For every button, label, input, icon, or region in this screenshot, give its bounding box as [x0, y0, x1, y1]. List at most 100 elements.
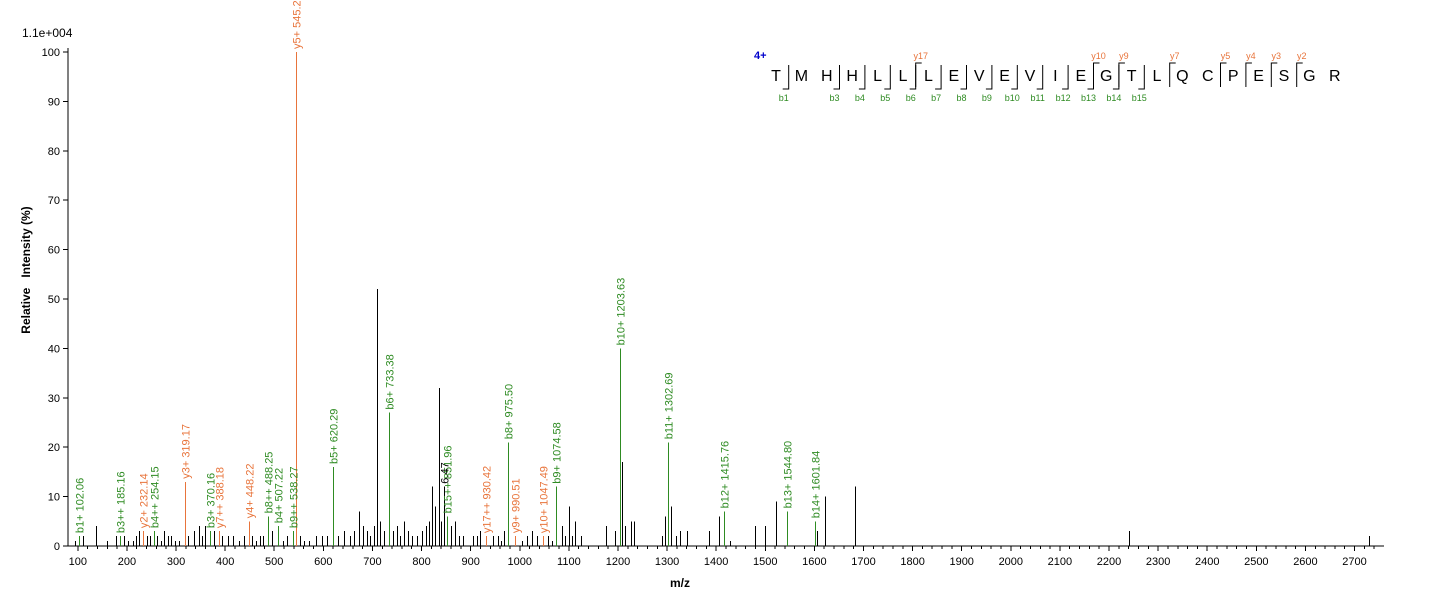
- peptide-sequence-map: 4+T M H H L L L E V E V I E G T L Q C P E S G Rb1 b3 b4 b5 b6 b7 b8 b…: [754, 50, 1341, 103]
- y-ion-label: y7: [1170, 51, 1180, 61]
- b-ion-bracket: [833, 65, 840, 90]
- b-ion-label: b7: [931, 93, 941, 103]
- b-ion-label: b9: [982, 93, 992, 103]
- sequence-residue: L: [924, 68, 933, 85]
- b-ion-bracket: [960, 65, 967, 90]
- x-tick-label: 1100: [557, 556, 581, 568]
- x-tick-label: 2300: [1146, 556, 1170, 568]
- sequence-residue: E: [999, 68, 1010, 85]
- y-ion-bracket: [1270, 62, 1278, 87]
- sequence-residue: G: [1100, 68, 1112, 85]
- x-tick-label: 1200: [606, 556, 630, 568]
- sequence-residue: Q: [1176, 68, 1188, 85]
- sequence-residue: H: [846, 68, 858, 85]
- b-ion-label: b1: [779, 93, 789, 103]
- x-tick-label: 300: [167, 556, 185, 568]
- peak-label: b13+ 1544.80: [783, 441, 795, 509]
- x-axis-title: m/z: [670, 576, 690, 590]
- b-ion-bracket: [1112, 65, 1120, 90]
- y-tick-label: 40: [48, 343, 60, 355]
- y-ion-bracket: [1296, 62, 1303, 87]
- sequence-residue: T: [1127, 68, 1137, 85]
- peak-label: b9++ 538.27: [289, 466, 301, 528]
- y-tick-label: 60: [48, 245, 60, 257]
- peak-label: b4++ 254.15: [150, 466, 162, 528]
- sequence-residue: L: [873, 68, 882, 85]
- sequence-residue: T: [771, 68, 781, 85]
- x-tick-label: 900: [461, 556, 479, 568]
- x-tick-label: 2100: [1048, 556, 1072, 568]
- peak-label: y5+ 545.27: [292, 0, 304, 49]
- x-tick-label: 500: [265, 556, 283, 568]
- y-tick-label: 10: [48, 492, 60, 504]
- intensity-scale-label: 1.1e+004: [22, 26, 73, 40]
- b-ion-label: b15: [1132, 93, 1147, 103]
- x-tick-label: 2200: [1097, 556, 1121, 568]
- b-ion-bracket: [985, 65, 993, 90]
- b-ion-bracket: [884, 65, 891, 90]
- x-axis: 100 200 300 400 500 600 700 800 900 1000 1100 1200 1…: [68, 545, 1384, 568]
- sequence-residue: V: [974, 68, 985, 85]
- sequence-residue: S: [1279, 68, 1290, 85]
- x-tick-label: 1400: [704, 556, 728, 568]
- b-ion-label: b12: [1056, 93, 1071, 103]
- peak-label: b12+ 1415.76: [720, 441, 732, 509]
- x-tick-label: 2500: [1244, 556, 1268, 568]
- x-tick-label: 2000: [999, 556, 1023, 568]
- sequence-residue: H: [821, 68, 833, 85]
- b-ion-label: b4: [855, 93, 865, 103]
- y-tick-label: 70: [48, 195, 60, 207]
- sequence-residue: E: [1075, 68, 1086, 85]
- b-ion-bracket: [935, 65, 942, 90]
- b-ion-label: b14: [1106, 93, 1121, 103]
- y-tick-label: 30: [48, 393, 60, 405]
- peak-label: b5+ 620.29: [329, 409, 341, 464]
- b-ion-bracket: [1011, 65, 1018, 90]
- peak-label: y4+ 448.22: [245, 464, 257, 519]
- x-tick-label: 2400: [1195, 556, 1219, 568]
- sequence-residue: M: [795, 68, 808, 85]
- b-ion-label: b8: [956, 93, 966, 103]
- b-ion-label: b3: [829, 93, 839, 103]
- b-ion-bracket: [1138, 65, 1145, 90]
- sequence-residue: G: [1303, 68, 1315, 85]
- x-tick-label: 1700: [851, 556, 875, 568]
- peak-label: y2+ 232.14: [139, 473, 151, 528]
- x-tick-label: 200: [118, 556, 136, 568]
- peak-label: b14+ 1601.84: [811, 451, 823, 519]
- y-ion-label: y10: [1091, 51, 1106, 61]
- peak-label: b4+ 507.22: [274, 468, 286, 523]
- b-ion-bracket: [1087, 65, 1094, 90]
- sequence-residue: E: [948, 68, 959, 85]
- b-ion-label: b11: [1031, 93, 1045, 103]
- y-axis-title: Relative Intensity (%): [19, 206, 33, 333]
- y-ion-bracket: [1169, 62, 1176, 87]
- peak-label: b3+ 370.16: [206, 473, 218, 528]
- peak-label: b8++ 488.25: [264, 452, 276, 514]
- peak-label: 6.47: [440, 462, 452, 483]
- y-axis: 0 10 20 30 40 50 60 70 80 90 100: [42, 47, 69, 553]
- y-ion-label: y5: [1221, 51, 1231, 61]
- peaks: [75, 52, 1370, 546]
- b-ion-bracket: [1036, 65, 1044, 90]
- peak-label: y3+ 319.17: [181, 424, 193, 479]
- x-tick-label: 2700: [1342, 556, 1366, 568]
- sequence-residue: I: [1053, 68, 1057, 85]
- peak-labels: b1+ 102.06 b3++ 185.16 y2+ 232.14 b4++ 254.…: [75, 0, 823, 533]
- y-ion-bracket: [1220, 62, 1227, 87]
- peak-label: b15++ 851.96: [443, 445, 455, 513]
- sequence-residue: V: [1025, 68, 1036, 85]
- x-tick-label: 800: [412, 556, 430, 568]
- sequence-residue: L: [899, 68, 908, 85]
- peak-label: b8+ 975.50: [504, 384, 516, 439]
- b-ion-label: b6: [906, 93, 916, 103]
- sequence-residue: E: [1253, 68, 1264, 85]
- peak-label: b10+ 1203.63: [616, 278, 628, 346]
- x-tick-label: 400: [216, 556, 234, 568]
- x-tick-label: 1800: [900, 556, 924, 568]
- precursor-charge: 4+: [754, 50, 767, 62]
- peak-label: b1+ 102.06: [75, 478, 87, 533]
- peak-label: b6+ 733.38: [385, 354, 397, 409]
- x-tick-label: 2600: [1293, 556, 1317, 568]
